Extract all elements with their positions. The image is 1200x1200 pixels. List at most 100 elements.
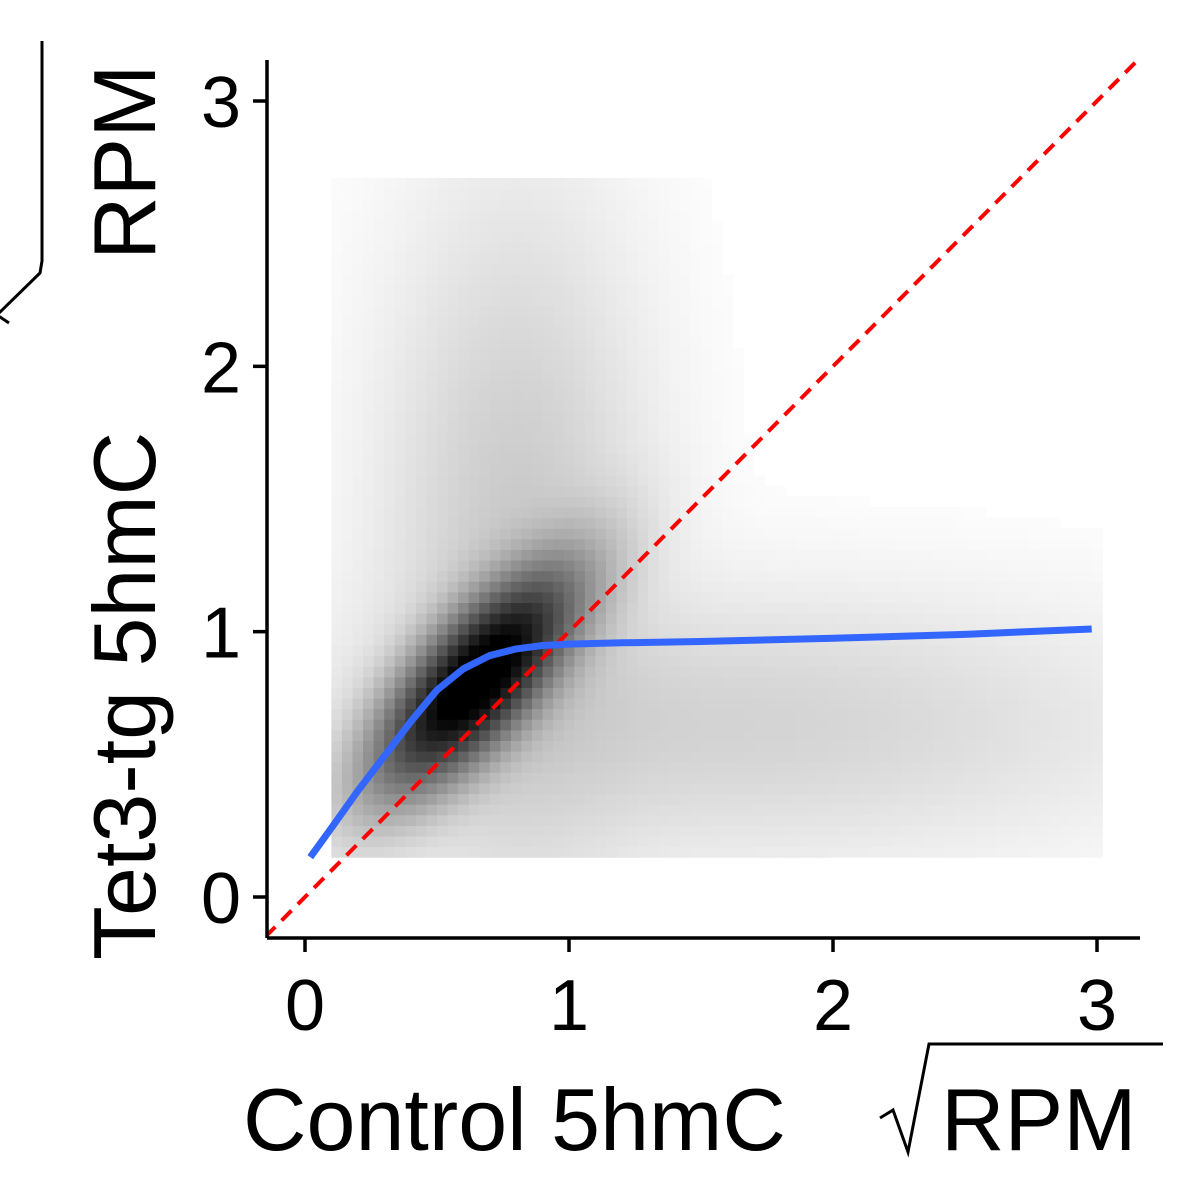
density-cell [574, 475, 586, 487]
density-cell [669, 644, 681, 657]
density-cell [711, 581, 723, 593]
density-cell [817, 698, 829, 710]
density-cell [1028, 804, 1040, 816]
density-cell [468, 591, 480, 604]
density-cell [373, 315, 385, 328]
density-cell [426, 708, 438, 720]
density-cell [595, 411, 607, 423]
density-cell [774, 782, 787, 795]
density-cell [341, 623, 354, 635]
density-cell [922, 825, 934, 837]
density-cell [489, 305, 501, 317]
density-cell [510, 517, 523, 529]
density-cell [426, 453, 438, 466]
density-cell [1070, 782, 1082, 795]
density-cell [574, 602, 586, 614]
density-cell [817, 581, 829, 593]
density-cell [510, 252, 523, 264]
density-cell [954, 835, 966, 848]
density-cell [521, 804, 533, 816]
density-cell [1070, 835, 1082, 848]
density-cell [394, 528, 406, 540]
density-cell [1017, 570, 1029, 582]
density-cell [1060, 761, 1072, 773]
density-cell [943, 634, 956, 646]
density-cell [996, 528, 1008, 540]
density-cell [595, 528, 607, 540]
density-cell [817, 655, 829, 667]
density-cell [827, 549, 839, 561]
density-cell [437, 698, 449, 710]
density-cell [658, 315, 670, 328]
density-cell [394, 538, 406, 550]
density-cell [1017, 613, 1029, 625]
density-cell [996, 687, 1008, 699]
density-cell [489, 209, 501, 221]
density-cell [669, 199, 681, 211]
density-cell [574, 326, 586, 338]
density-cell [437, 273, 449, 285]
density-cell [426, 538, 438, 550]
density-cell [532, 220, 544, 232]
density-cell [711, 262, 723, 275]
density-cell [542, 761, 554, 773]
density-cell [785, 793, 797, 805]
density-cell [648, 517, 660, 529]
density-cell [627, 358, 639, 370]
density-cell [986, 655, 998, 667]
density-cell [595, 623, 607, 635]
density-cell [563, 772, 575, 784]
density-cell [542, 719, 554, 731]
density-cell [437, 432, 449, 444]
density-cell [447, 825, 459, 837]
density-cell [584, 294, 596, 306]
density-cell [891, 761, 903, 773]
density-cell [542, 390, 554, 402]
density-cell [510, 379, 523, 391]
density-cell [690, 835, 702, 848]
density-cell [532, 761, 544, 773]
density-cell [595, 252, 607, 264]
density-cell [732, 570, 744, 582]
density-cell [658, 804, 670, 816]
density-cell [669, 666, 681, 678]
density-cell [1060, 793, 1072, 805]
density-cell [595, 262, 607, 275]
density-cell [679, 560, 692, 572]
density-cell [722, 326, 734, 338]
density-cell [658, 390, 670, 402]
density-cell [701, 337, 713, 349]
density-cell [532, 740, 544, 752]
density-cell [405, 835, 417, 848]
density-cell [764, 761, 776, 773]
density-cell [489, 793, 501, 805]
density-cell [584, 719, 596, 731]
density-cell [426, 528, 438, 540]
density-cell [426, 719, 438, 731]
density-cell [827, 740, 839, 752]
density-cell [753, 655, 765, 667]
density-cell [341, 485, 354, 497]
density-cell [352, 729, 364, 741]
density-cell [1049, 591, 1061, 604]
density-cell [500, 443, 512, 455]
density-cell [658, 368, 670, 381]
density-cell [817, 772, 829, 784]
density-cell [563, 177, 575, 190]
density-cell [394, 432, 406, 444]
density-cell [468, 814, 480, 826]
density-cell [510, 825, 523, 837]
density-cell [817, 549, 829, 561]
density-cell [869, 517, 882, 529]
density-cell [690, 549, 702, 561]
density-cell [510, 623, 523, 635]
density-cell [616, 422, 628, 434]
density-cell [510, 294, 523, 306]
density-cell [859, 698, 871, 710]
density-cell [880, 814, 892, 826]
density-cell [584, 347, 596, 359]
density-cell [933, 591, 945, 604]
density-cell [510, 549, 523, 561]
density-cell [1060, 772, 1072, 784]
density-cell [532, 241, 544, 253]
